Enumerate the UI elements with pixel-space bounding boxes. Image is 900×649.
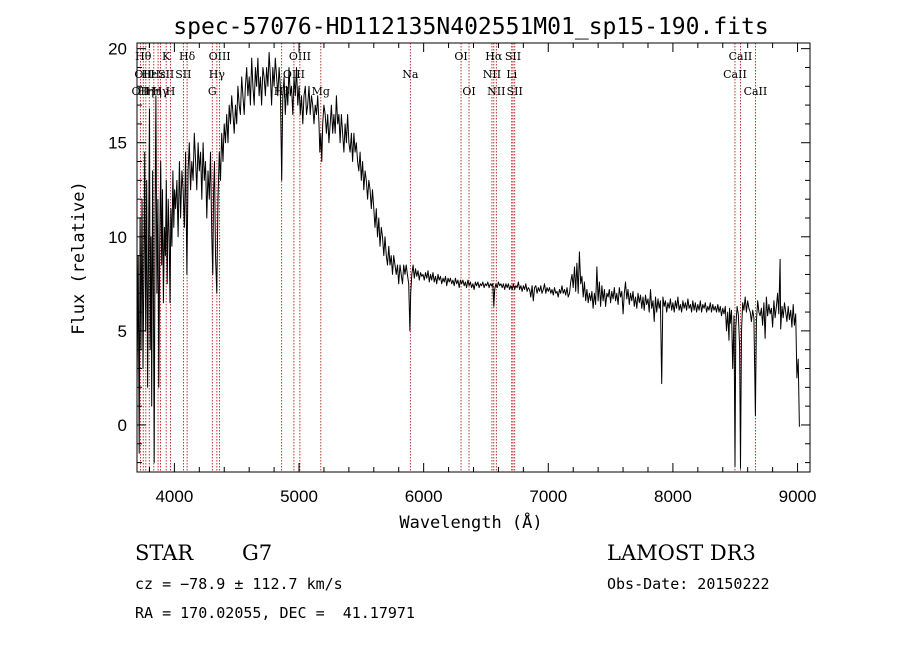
y-tick-label-0: 0 (118, 416, 127, 435)
marker-label-12-0: Hγ (209, 68, 226, 81)
y-axis-label: Flux (relative) (69, 181, 89, 335)
spectrum-series-line (137, 52, 799, 468)
marker-label-20-0: OI (462, 85, 475, 98)
marker-label-23-0: NII (487, 85, 505, 98)
marker-label-21-0: NII (483, 68, 501, 81)
observation-date: Obs-Date: 20150222 (607, 575, 770, 593)
y-tick-label-5: 5 (118, 322, 127, 341)
marker-label-22-0: Hα (485, 50, 503, 63)
marker-label-27-0: CaII (723, 68, 747, 81)
plot-frame (137, 43, 810, 472)
marker-label-11-0: G (208, 85, 217, 98)
marker-label-16-0: OIII (289, 50, 311, 63)
y-tick-label-20: 20 (108, 40, 127, 59)
x-axis-label: Wavelength (Å) (399, 511, 542, 533)
marker-label-13-0: OIII (209, 50, 231, 63)
coordinates: RA = 170.02055, DEC = 41.17971 (135, 604, 415, 622)
marker-label-17-0: Mg (312, 85, 330, 98)
marker-label-28-0: CaII (729, 50, 753, 63)
x-tick-label-5000: 5000 (280, 487, 318, 506)
object-class: STAR (135, 541, 194, 565)
marker-label-29-0: CaII (744, 85, 768, 98)
chart-title: spec-57076-HD112135N402551M01_sp15-190.f… (173, 14, 768, 40)
x-tick-label-6000: 6000 (405, 487, 443, 506)
axis-ticks: 4000 5000 6000 7000 8000 9000 0 5 10 15 20 (108, 40, 816, 506)
marker-label-10-0: Hδ (179, 50, 196, 63)
marker-label-26-0: SII (507, 85, 523, 98)
marker-label-25-0: SII (505, 50, 521, 63)
marker-label-1-0: Hθ (135, 50, 152, 63)
marker-label-24-0: Li (506, 68, 517, 81)
x-tick-label-8000: 8000 (654, 487, 692, 506)
y-tick-label-15: 15 (108, 134, 127, 153)
redshift-value: cz = −78.9 ± 112.7 km/s (135, 575, 343, 593)
x-tick-label-4000: 4000 (155, 487, 193, 506)
marker-label-8-0: H (166, 85, 176, 98)
emission-line-labels: OIIHθOIIHηHεHηHεHγKSIIHSIIHδGHγOIIIHβOII… (132, 50, 768, 98)
marker-label-7-0: K (162, 50, 171, 63)
marker-label-9-0: SII (175, 68, 191, 81)
marker-label-19-0: OI (454, 50, 467, 63)
marker-label-7-1: SII (158, 68, 174, 81)
marker-label-18-0: Na (402, 68, 419, 81)
spectrum-chart: OIIHθOIIHηHεHηHεHγKSIIHSIIHδGHγOIIIHβOII… (0, 0, 900, 649)
y-tick-label-10: 10 (108, 228, 127, 247)
x-tick-label-7000: 7000 (529, 487, 567, 506)
x-tick-label-9000: 9000 (779, 487, 817, 506)
survey-name: LAMOST DR3 (607, 541, 756, 565)
object-subclass: G7 (242, 541, 272, 565)
